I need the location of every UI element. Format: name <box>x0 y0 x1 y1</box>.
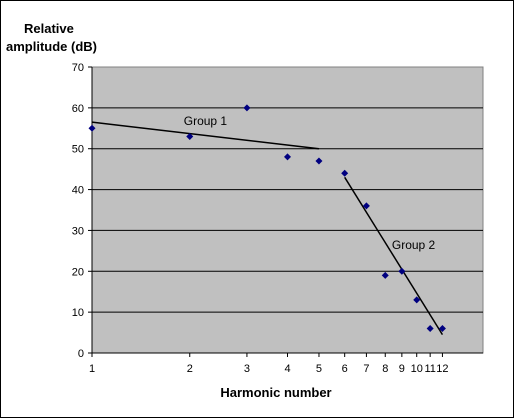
x-tick-label: 5 <box>316 363 322 375</box>
data-point <box>186 132 194 140</box>
x-tick-label: 8 <box>382 363 388 375</box>
data-point <box>381 271 389 279</box>
plot-background <box>91 66 484 354</box>
data-point <box>413 296 421 304</box>
trend-line-group-1 <box>91 121 320 150</box>
x-tick-label: 11 <box>424 363 435 375</box>
data-point <box>398 267 406 275</box>
x-tick-label: 9 <box>399 363 405 375</box>
y-tick-label: 50 <box>72 144 84 156</box>
x-tick-label: 6 <box>342 363 348 375</box>
x-tick-label: 7 <box>363 363 369 375</box>
x-tick-label: 2 <box>187 363 193 375</box>
y-tick-label: 20 <box>72 266 84 278</box>
x-tick-label: 12 <box>436 363 448 375</box>
data-point <box>315 157 323 165</box>
data-point <box>426 324 434 332</box>
y-tick-label: 70 <box>72 62 84 74</box>
data-point <box>438 324 446 332</box>
y-axis-label-line1: Relative <box>24 21 74 36</box>
data-point <box>88 124 96 132</box>
x-axis-label: Harmonic number <box>220 385 331 400</box>
y-tick-label: 0 <box>78 348 84 360</box>
y-tick-label: 60 <box>72 103 84 115</box>
annotation-group-2: Group 2 <box>392 238 436 252</box>
annotation-group-1: Group 1 <box>184 114 228 128</box>
x-tick-label: 10 <box>411 363 423 375</box>
x-tick-label: 4 <box>284 363 290 375</box>
data-point <box>341 169 349 177</box>
data-point <box>243 104 251 112</box>
y-tick-label: 30 <box>72 225 84 237</box>
y-axis-label-line2: amplitude (dB) <box>6 39 97 54</box>
y-tick-label: 40 <box>72 185 84 197</box>
trend-line-group-2 <box>344 176 444 336</box>
data-point <box>362 202 370 210</box>
y-tick-label: 10 <box>72 307 84 319</box>
x-tick-label: 3 <box>244 363 250 375</box>
x-tick-label: 1 <box>89 363 95 375</box>
data-point <box>284 153 291 161</box>
